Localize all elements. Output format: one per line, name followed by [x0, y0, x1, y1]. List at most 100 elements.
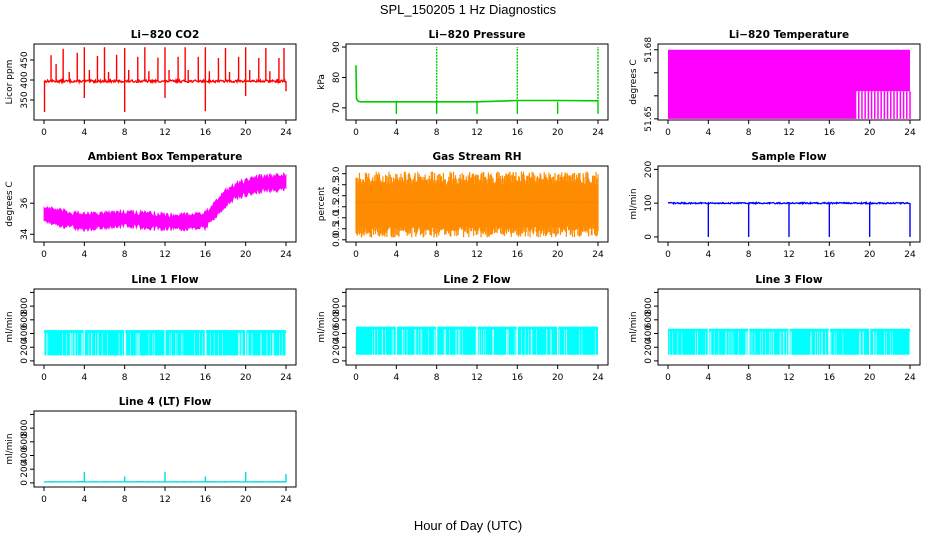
- x-tick-label-6: 20: [240, 128, 252, 138]
- x-tick-label-6: 20: [864, 128, 876, 138]
- x-tick-label-3: 8: [122, 373, 128, 383]
- y-axis-label: ml/min: [317, 311, 327, 342]
- x-tick-label-1: 0: [665, 128, 671, 138]
- x-tick-label-6: 20: [240, 495, 252, 505]
- x-tick-label-2: 4: [705, 373, 711, 383]
- y-tick-label-4: 600: [644, 311, 654, 328]
- y-tick-label-3: 400: [20, 447, 30, 464]
- y-tick-label-1: 0: [20, 358, 30, 364]
- y-tick-label-2: 200: [20, 338, 30, 355]
- x-tick-label-2: 4: [81, 128, 87, 138]
- y-tick-label-5: 2.0: [332, 188, 342, 203]
- x-tick-label-4: 12: [159, 495, 170, 505]
- y-axis-label: degrees C: [629, 59, 639, 104]
- panel-title: Ambient Box Temperature: [88, 151, 243, 163]
- x-tick-label-6: 20: [864, 373, 876, 383]
- y-tick-label-1: 0: [644, 234, 654, 240]
- y-tick-label-2: 200: [332, 338, 342, 355]
- panel-1: Li−820 CO2 0 4 8 12 16 20 24 350 400 450 Licor ppm: [5, 29, 297, 138]
- x-tick-label-5: 16: [824, 128, 836, 138]
- series-line: [355, 65, 599, 103]
- x-tick-label-6: 20: [864, 250, 876, 260]
- panel-title: Li−820 Temperature: [729, 29, 849, 41]
- y-tick-label-2: 36: [20, 197, 30, 209]
- y-tick-label-5: 800: [20, 419, 30, 436]
- x-tick-label-6: 20: [240, 250, 252, 260]
- x-tick-label-1: 0: [41, 250, 47, 260]
- panel-title: Li−820 CO2: [131, 29, 200, 41]
- x-tick-label-7: 24: [280, 373, 292, 383]
- x-tick-label-7: 24: [904, 128, 916, 138]
- x-tick-label-5: 16: [824, 373, 836, 383]
- panel-title: Li−820 Pressure: [429, 29, 526, 41]
- y-axis-label: kPa: [317, 74, 327, 90]
- x-tick-label-6: 20: [552, 128, 564, 138]
- y-tick-label-4: 600: [332, 311, 342, 328]
- plot-area: [355, 171, 599, 238]
- band-core: [356, 190, 598, 222]
- y-tick-label-3: 400: [644, 325, 654, 342]
- y-tick-label-2: 200: [20, 460, 30, 477]
- x-tick-label-3: 8: [434, 128, 440, 138]
- x-tick-label-2: 4: [705, 128, 711, 138]
- y-tick-label-2: 400: [20, 71, 30, 88]
- panel-title: Line 2 Flow: [443, 274, 510, 286]
- gap-region: [855, 91, 910, 119]
- plot-area: [43, 471, 287, 483]
- y-axis-label: Licor ppm: [5, 60, 15, 105]
- y-tick-label-1: 0.0: [332, 232, 342, 247]
- x-tick-label-5: 16: [200, 250, 212, 260]
- figure-title: SPL_150205 1 Hz Diagnostics: [379, 2, 557, 17]
- y-tick-label-5: 800: [332, 297, 342, 314]
- x-tick-label-2: 4: [393, 373, 399, 383]
- x-tick-label-5: 16: [512, 250, 524, 260]
- y-tick-label-2: 80: [332, 71, 342, 83]
- y-tick-label-1: 0: [20, 480, 30, 486]
- x-tick-label-5: 16: [512, 128, 524, 138]
- x-tick-label-7: 24: [280, 250, 292, 260]
- y-tick-label-3: 1.0: [332, 210, 342, 225]
- y-tick-label-4: 600: [20, 311, 30, 328]
- panel-title: Gas Stream RH: [432, 151, 521, 163]
- x-tick-label-1: 0: [41, 373, 47, 383]
- x-tick-label-7: 24: [592, 373, 604, 383]
- x-tick-label-6: 20: [552, 250, 564, 260]
- y-axis-label: degrees C: [5, 181, 15, 226]
- x-tick-label-1: 0: [353, 250, 359, 260]
- x-tick-label-1: 0: [353, 373, 359, 383]
- x-tick-label-5: 16: [512, 373, 524, 383]
- y-tick-label-3: 400: [20, 325, 30, 342]
- y-tick-label-1: 0: [644, 358, 654, 364]
- y-tick-label-4: 51.68: [644, 37, 654, 63]
- plot-area: [668, 49, 911, 119]
- y-axis-label: percent: [317, 186, 327, 221]
- x-tick-label-3: 8: [122, 495, 128, 505]
- x-tick-label-4: 12: [471, 373, 482, 383]
- y-tick-label-3: 200: [644, 161, 654, 178]
- x-tick-label-3: 8: [434, 373, 440, 383]
- panel-2: Li−820 Pressure 0 4 8 12 16 20 24 70 80 90 kPa: [317, 29, 609, 138]
- x-tick-label-7: 24: [280, 128, 292, 138]
- panel-title: Sample Flow: [751, 151, 826, 163]
- y-tick-label-3: 400: [332, 325, 342, 342]
- plot-area: [44, 330, 287, 356]
- panel-3: Li−820 Temperature 0 4 8 12 16 20 24 51.65 51.68 d…: [629, 29, 921, 138]
- y-tick-label-5: 800: [644, 297, 654, 314]
- y-tick-label-7: 3.0: [332, 166, 342, 181]
- x-tick-label-7: 24: [280, 495, 292, 505]
- plot-area: [43, 47, 287, 112]
- y-axis-label: ml/min: [5, 311, 15, 342]
- x-tick-label-2: 4: [393, 250, 399, 260]
- x-tick-label-2: 4: [393, 128, 399, 138]
- plot-area: [355, 47, 599, 114]
- y-tick-label-1: 0: [332, 358, 342, 364]
- series-band: [43, 172, 287, 233]
- y-tick-label-1: 51.65: [644, 106, 654, 132]
- panel-title: Line 3 Flow: [755, 274, 822, 286]
- plot-area: [356, 326, 598, 355]
